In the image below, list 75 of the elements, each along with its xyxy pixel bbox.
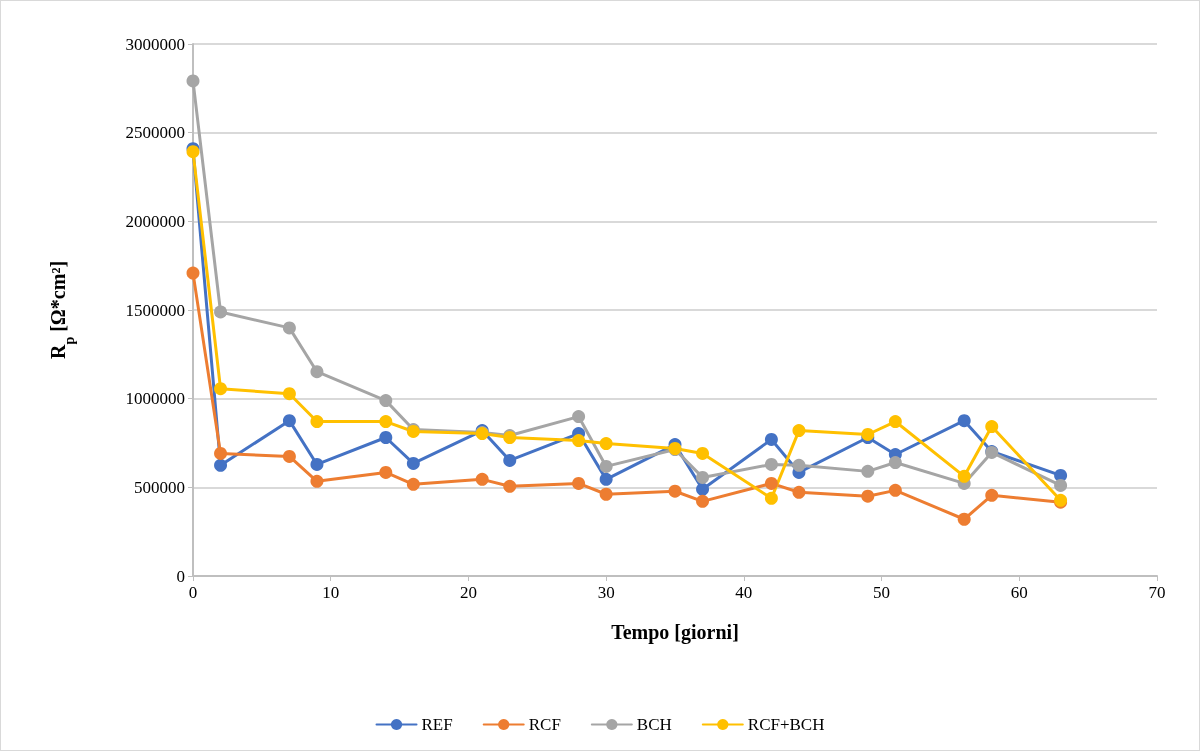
legend-label: REF (421, 715, 453, 734)
point (599, 437, 613, 451)
point (668, 484, 682, 498)
point (572, 410, 586, 424)
point (696, 470, 710, 484)
point (764, 432, 778, 446)
x-tick-label: 40 (735, 583, 753, 602)
y-tick-label: 1000000 (125, 389, 185, 409)
x-tick-label: 20 (459, 583, 477, 602)
point (764, 491, 778, 505)
point (282, 414, 296, 428)
point (406, 477, 420, 491)
point (572, 476, 586, 490)
y-axis-title: Rp [Ω*cm²] (47, 260, 77, 360)
point (696, 446, 710, 460)
point (957, 512, 971, 526)
point (186, 266, 200, 280)
point (957, 414, 971, 428)
point (406, 456, 420, 470)
point (282, 387, 296, 401)
point (888, 415, 902, 429)
point (310, 365, 324, 379)
point (888, 483, 902, 497)
point (310, 415, 324, 429)
y-tick-label: 2000000 (125, 211, 185, 231)
y-tick-label: 2500000 (125, 123, 185, 143)
point (310, 457, 324, 471)
point (214, 458, 228, 472)
point (792, 485, 806, 499)
y-tick-label: 0 (176, 566, 185, 586)
point (379, 431, 393, 444)
x-tick-label: 30 (597, 583, 615, 602)
legend-label: RCF+BCH (747, 715, 825, 734)
point (888, 456, 902, 469)
point (599, 487, 613, 501)
y-tick-label: 500000 (134, 477, 185, 497)
point (764, 476, 778, 490)
point (985, 488, 999, 502)
point (503, 453, 517, 467)
point (186, 74, 200, 88)
x-axis-title: Tempo [giorni] (611, 621, 739, 644)
legend-label: BCH (636, 715, 672, 734)
point (379, 394, 393, 408)
point (764, 457, 778, 471)
point (792, 424, 806, 438)
point (957, 469, 971, 483)
point (599, 472, 613, 486)
x-tick-label: 60 (1010, 583, 1028, 602)
y-tick-label: 3000000 (125, 34, 185, 54)
point (861, 489, 875, 503)
point (214, 305, 228, 319)
point (599, 459, 613, 473)
point (282, 321, 296, 335)
point (696, 482, 710, 496)
x-tick-label: 50 (873, 583, 891, 602)
point (310, 474, 324, 488)
x-tick-label: 70 (1148, 583, 1166, 602)
x-tick-label: 0 (188, 583, 198, 602)
point (792, 458, 806, 472)
legend-label: RCF (528, 715, 561, 734)
point (379, 415, 393, 429)
point (861, 427, 875, 441)
point (475, 472, 489, 486)
y-tick-label: 1500000 (125, 300, 185, 320)
point (696, 494, 710, 508)
point (282, 449, 296, 463)
x-tick-label: 10 (322, 583, 340, 602)
point (214, 446, 228, 460)
point (985, 420, 999, 433)
point (572, 434, 586, 448)
point (503, 479, 517, 493)
point (861, 464, 875, 478)
point (214, 382, 228, 396)
point (1054, 478, 1068, 492)
point (379, 465, 393, 479)
